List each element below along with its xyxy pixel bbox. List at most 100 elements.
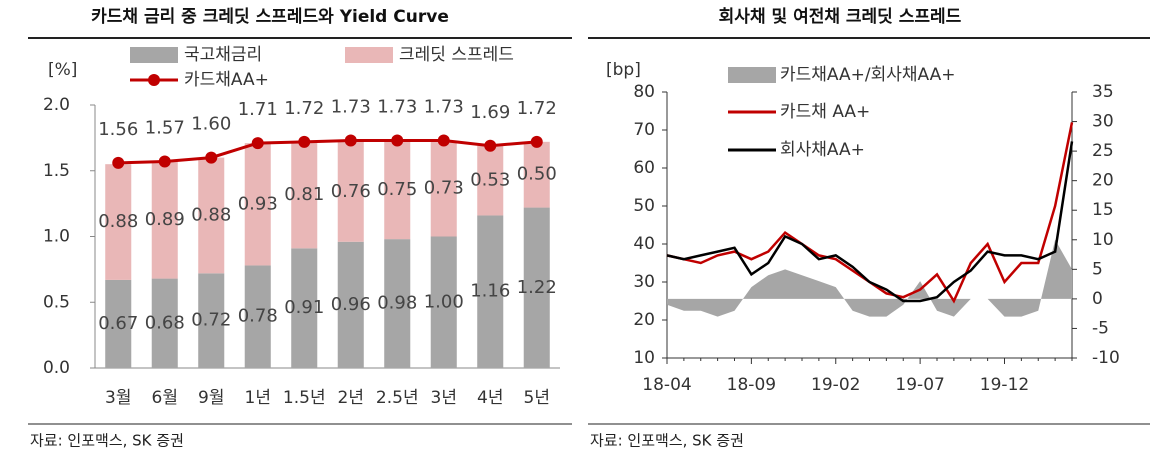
legend-label: 카드채 AA+	[780, 102, 870, 122]
value-label: 1.22	[517, 277, 557, 298]
legend-swatch	[728, 67, 776, 83]
bar	[151, 278, 178, 368]
area	[667, 239, 1072, 317]
value-label: 1.73	[424, 97, 464, 118]
bar	[244, 143, 271, 266]
legend-marker	[148, 74, 160, 86]
value-label: 0.68	[145, 312, 185, 333]
source: 자료: 인포맥스, SK 증권	[590, 432, 744, 450]
value-label: 0.78	[238, 306, 278, 327]
y2-tick-label: 25	[1092, 141, 1114, 161]
x-tick-label: 9월	[198, 388, 224, 408]
line-marker	[437, 134, 450, 147]
y2-tick-label: 30	[1092, 112, 1114, 132]
bar	[430, 140, 457, 237]
y-tick-label: 1.5	[43, 161, 70, 181]
line-marker	[530, 135, 543, 148]
x-tick-label: 19-12	[980, 375, 1029, 395]
value-label: 0.73	[424, 178, 464, 199]
y2-tick-label: 10	[1092, 230, 1114, 250]
x-tick-label: 1.5년	[283, 388, 326, 408]
line-marker	[298, 135, 311, 148]
line	[666, 141, 1074, 303]
y2-tick-label: 35	[1092, 82, 1114, 102]
y2-tick-label: 0	[1092, 289, 1103, 309]
bar	[337, 141, 364, 242]
y2-tick-label: 20	[1092, 171, 1114, 191]
bar	[291, 141, 318, 249]
line-marker	[484, 139, 497, 152]
bar	[477, 215, 504, 368]
bar	[384, 140, 411, 240]
bar	[477, 145, 504, 216]
value-label: 0.93	[238, 193, 278, 214]
value-label: 1.56	[98, 119, 138, 140]
value-label: 1.60	[191, 114, 231, 135]
y-tick-label: 2.0	[43, 95, 70, 115]
y-tick-label: 50	[633, 196, 655, 216]
value-label: 1.16	[470, 281, 510, 302]
x-tick-label: 3월	[105, 388, 131, 408]
bar	[151, 161, 178, 279]
value-label: 0.53	[470, 170, 510, 191]
value-label: 1.69	[470, 102, 510, 123]
y-tick-label: 10	[633, 348, 655, 368]
bar	[291, 248, 318, 368]
legend-swatch	[345, 47, 393, 63]
line-marker	[112, 156, 125, 169]
bar	[337, 241, 364, 368]
x-tick-label: 2년	[338, 388, 364, 408]
legend-label: 국고채금리	[184, 45, 262, 65]
y-axis-label: [bp]	[606, 60, 641, 80]
y-tick-label: 80	[633, 82, 655, 102]
x-tick-label: 2.5년	[376, 388, 419, 408]
bar	[105, 164, 132, 280]
bar	[244, 265, 271, 368]
value-label: 1.71	[238, 99, 278, 120]
value-label: 0.50	[517, 164, 557, 185]
value-label: 0.89	[145, 209, 185, 230]
value-label: 0.67	[98, 313, 138, 334]
value-label: 0.81	[284, 184, 324, 205]
value-label: 0.72	[191, 310, 231, 331]
line-marker	[205, 151, 218, 164]
y-tick-label: 0.0	[43, 358, 70, 378]
value-label: 0.76	[331, 181, 371, 202]
y2-tick-label: 5	[1092, 259, 1103, 279]
y-tick-label: 60	[633, 158, 655, 178]
value-label: 1.57	[145, 118, 185, 139]
bar	[105, 279, 132, 368]
y-tick-label: 30	[633, 272, 655, 292]
chart-title: 카드채 금리 중 크레딧 스프레드와 Yield Curve	[91, 7, 449, 27]
y-tick-label: 40	[633, 234, 655, 254]
value-label: 0.88	[98, 211, 138, 232]
legend-swatch	[130, 47, 178, 63]
y-tick-label: 70	[633, 120, 655, 140]
value-label: 0.96	[331, 294, 371, 315]
value-label: 1.72	[517, 98, 557, 119]
legend-label: 회사채AA+	[780, 140, 865, 160]
value-label: 0.88	[191, 204, 231, 225]
y2-tick-label: 15	[1092, 200, 1114, 220]
y-axis-label: [%]	[48, 60, 77, 80]
line	[118, 139, 537, 165]
y2-tick-label: -5	[1092, 318, 1109, 338]
value-label: 1.72	[284, 98, 324, 119]
x-tick-label: 1년	[245, 388, 271, 408]
legend-label: 카드채AA+/회사채AA+	[780, 65, 956, 85]
x-tick-label: 18-04	[642, 375, 691, 395]
line-marker	[344, 134, 357, 147]
bar	[523, 141, 550, 208]
y-tick-label: 1.0	[43, 227, 70, 247]
x-tick-label: 3년	[431, 388, 457, 408]
line-marker	[391, 134, 404, 147]
bar	[198, 273, 225, 368]
x-tick-label: 19-02	[811, 375, 860, 395]
y2-tick-label: -10	[1092, 348, 1120, 368]
value-label: 1.73	[377, 97, 417, 118]
value-label: 1.00	[424, 291, 464, 312]
value-label: 0.75	[377, 179, 417, 200]
y-tick-label: 20	[633, 310, 655, 330]
bar	[198, 157, 225, 274]
